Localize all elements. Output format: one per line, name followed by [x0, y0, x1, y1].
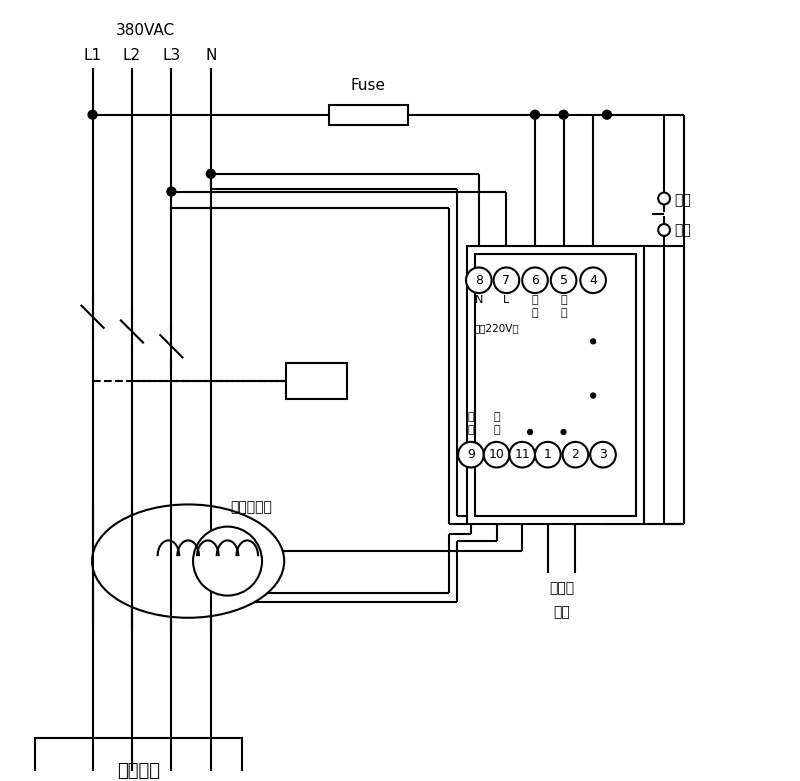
- Text: KM: KM: [304, 372, 329, 390]
- Text: 零序互感器: 零序互感器: [230, 500, 272, 514]
- Text: 号: 号: [494, 425, 500, 435]
- Circle shape: [530, 110, 539, 119]
- Text: 2: 2: [571, 448, 579, 461]
- Circle shape: [559, 110, 568, 119]
- Text: 开关: 开关: [674, 223, 690, 237]
- Text: 信: 信: [494, 412, 500, 423]
- Circle shape: [590, 442, 616, 468]
- Text: 11: 11: [514, 448, 530, 461]
- Circle shape: [658, 193, 670, 205]
- Text: 报警: 报警: [554, 605, 570, 619]
- Circle shape: [494, 267, 519, 293]
- Bar: [35, 739, 242, 781]
- Text: L2: L2: [123, 48, 141, 63]
- Circle shape: [510, 442, 535, 468]
- Text: 用户设备: 用户设备: [118, 761, 160, 779]
- Bar: [329, 105, 408, 124]
- Text: 信: 信: [468, 412, 474, 423]
- Text: 试: 试: [532, 295, 538, 305]
- Circle shape: [562, 442, 588, 468]
- Text: 5: 5: [559, 274, 567, 287]
- Text: 1: 1: [544, 448, 552, 461]
- Circle shape: [580, 267, 606, 293]
- Circle shape: [88, 110, 97, 119]
- Circle shape: [561, 430, 566, 434]
- Circle shape: [528, 430, 533, 434]
- Text: 验: 验: [532, 308, 538, 318]
- Text: 接声光: 接声光: [549, 581, 574, 594]
- Text: 10: 10: [489, 448, 505, 461]
- Circle shape: [658, 224, 670, 236]
- Text: 380VAC: 380VAC: [116, 23, 175, 38]
- Circle shape: [458, 442, 484, 468]
- Bar: [475, 254, 637, 515]
- Circle shape: [484, 442, 510, 468]
- Text: 3: 3: [599, 448, 607, 461]
- Circle shape: [167, 187, 176, 196]
- Bar: [467, 246, 644, 523]
- Text: 4: 4: [590, 274, 597, 287]
- Circle shape: [590, 339, 596, 344]
- Text: N: N: [474, 295, 483, 305]
- Circle shape: [535, 442, 561, 468]
- Circle shape: [206, 169, 215, 178]
- Text: Fuse: Fuse: [351, 77, 386, 93]
- Circle shape: [602, 110, 611, 119]
- Text: 8: 8: [475, 274, 483, 287]
- Text: 6: 6: [531, 274, 539, 287]
- Circle shape: [590, 393, 596, 398]
- Text: L3: L3: [162, 48, 181, 63]
- Circle shape: [466, 267, 492, 293]
- Text: L1: L1: [83, 48, 102, 63]
- Text: N: N: [205, 48, 217, 63]
- Text: 电源220V～: 电源220V～: [474, 323, 519, 333]
- Text: 9: 9: [467, 448, 475, 461]
- Text: 号: 号: [468, 425, 474, 435]
- Text: 自锁: 自锁: [674, 194, 690, 208]
- Text: 7: 7: [502, 274, 510, 287]
- Ellipse shape: [92, 505, 284, 618]
- Circle shape: [550, 267, 576, 293]
- Ellipse shape: [193, 526, 262, 596]
- Bar: [286, 363, 346, 398]
- Text: 验: 验: [560, 308, 567, 318]
- Text: L: L: [503, 295, 510, 305]
- Circle shape: [522, 267, 548, 293]
- Text: 试: 试: [560, 295, 567, 305]
